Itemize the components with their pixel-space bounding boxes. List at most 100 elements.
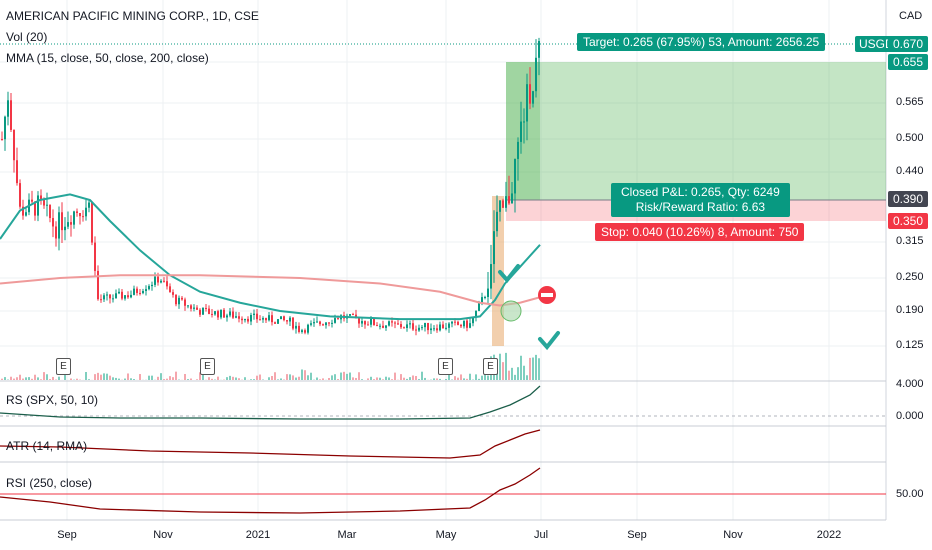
rs-pane-label[interactable]: RS (SPX, 50, 10) (6, 393, 99, 407)
candle-body (172, 292, 174, 295)
candles (1, 37, 540, 336)
candle-body (64, 226, 66, 231)
volume-bar (37, 377, 39, 380)
candle-body (97, 270, 99, 300)
volume-bar (31, 378, 33, 380)
volume-bar (400, 374, 402, 380)
candle-body (19, 183, 21, 207)
candle-body (427, 322, 429, 331)
volume-bar (337, 379, 339, 380)
rsi-pane-label[interactable]: RSI (250, close) (6, 476, 93, 490)
earnings-badge[interactable]: E (438, 358, 453, 375)
volume-bar (163, 379, 165, 380)
candle-body (118, 291, 120, 294)
candle-body (70, 222, 72, 225)
candle-body (316, 321, 318, 323)
candle-body (49, 204, 51, 219)
volume-bar (187, 379, 189, 380)
target-label: Target: 0.265 (67.95%) 53, Amount: 2656.… (577, 33, 826, 51)
volume-bar (523, 365, 525, 380)
candle-body (250, 314, 252, 322)
volume-bar (439, 378, 441, 380)
candle-body (151, 284, 153, 287)
candle-body (22, 206, 24, 216)
volume-bar (382, 379, 384, 380)
volume-bar (34, 374, 36, 380)
y-tick-label: 0.500 (896, 132, 924, 144)
volume-bar (4, 377, 6, 380)
volume-bar (184, 373, 186, 380)
candle-body (109, 294, 111, 299)
volume-bar (511, 367, 513, 380)
earnings-badge[interactable]: E (483, 358, 498, 375)
candle-body (394, 322, 396, 324)
candle-body (259, 319, 261, 321)
candle-body (409, 323, 411, 325)
volume-bar (124, 378, 126, 380)
candle-body (130, 294, 132, 298)
volume-bar (370, 376, 372, 380)
candle-body (358, 318, 360, 324)
candle-body (295, 325, 297, 329)
candle-body (37, 195, 39, 216)
y-tick-label: 0.125 (896, 339, 924, 351)
volume-bar (379, 377, 381, 380)
volume-bar (190, 378, 192, 380)
volume-bar (475, 374, 477, 380)
candle-body (244, 318, 246, 321)
candle-body (127, 295, 129, 298)
check-icon (498, 264, 520, 284)
candle-body (433, 328, 435, 330)
candle-body (190, 305, 192, 309)
earnings-badge[interactable]: E (200, 358, 215, 375)
candle-body (424, 322, 426, 328)
target-price-label: 0.655 (888, 54, 929, 70)
volume-indicator-label[interactable]: Vol (20) (6, 30, 48, 44)
candle-body (499, 200, 501, 212)
candle-body (523, 121, 525, 123)
candle-body (94, 242, 96, 271)
currency-label: CAD (899, 10, 923, 22)
candle-body (211, 313, 213, 315)
candle-body (145, 289, 147, 292)
volume-bar (217, 376, 219, 380)
volume-bar (301, 369, 303, 380)
volume-bar (289, 374, 291, 380)
atr-pane-label[interactable]: ATR (14, RMA) (6, 439, 88, 453)
mma-indicator-label[interactable]: MMA (15, close, 50, close, 200, close) (6, 51, 209, 65)
volume-bar (322, 378, 324, 380)
candle-body (142, 291, 144, 294)
risk-reward-text: Risk/Reward Ratio: 6.63 (635, 200, 766, 214)
candle-body (466, 320, 468, 328)
filled-target-zone (506, 62, 540, 200)
position-zones (0, 43, 886, 346)
candle-body (214, 311, 216, 315)
volume-bar (25, 377, 27, 380)
candle-body (478, 303, 480, 311)
candle-body (82, 216, 84, 218)
candle-body (355, 314, 357, 319)
volume-bar (460, 374, 462, 380)
volume-bar (109, 375, 111, 380)
volume-bar (502, 362, 504, 380)
volume-bar (415, 376, 417, 380)
volume-bar (160, 373, 162, 380)
candle-body (382, 325, 384, 328)
volume-bar (46, 374, 48, 380)
earnings-badge[interactable]: E (56, 358, 71, 375)
volume-bar (334, 374, 336, 380)
candle-body (61, 212, 63, 231)
volume-bar (271, 375, 273, 380)
candle-body (25, 212, 27, 216)
candle-body (238, 316, 240, 319)
candle-body (220, 309, 222, 318)
candle-body (292, 317, 294, 329)
x-tick-label: May (435, 529, 457, 541)
candle-body (208, 308, 210, 314)
candle-body (445, 327, 447, 329)
candle-body (304, 330, 306, 333)
candle-body (463, 320, 465, 327)
candle-body (196, 307, 198, 310)
volume-bar (106, 373, 108, 380)
